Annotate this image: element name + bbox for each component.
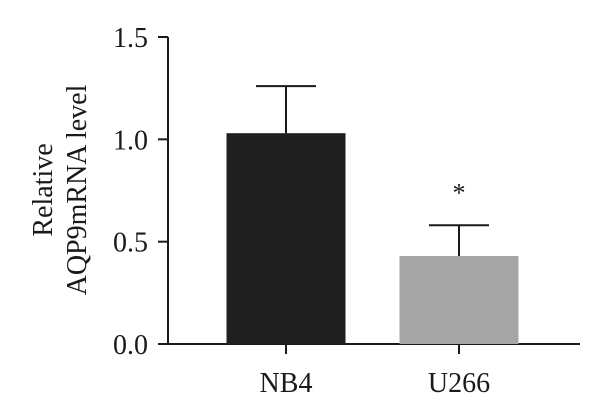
annotations: * xyxy=(453,178,466,207)
bars xyxy=(226,133,519,344)
significance-marker-u266: * xyxy=(453,178,466,207)
error-bars xyxy=(256,85,489,256)
y-tick-label-3: 1.5 xyxy=(113,23,148,54)
y-axis-label: Relative AQP9mRNA level xyxy=(28,84,93,295)
bar-nb4 xyxy=(226,133,346,344)
x-axis: NB4 U266 xyxy=(167,343,580,399)
y-axis-label-line-1: Relative xyxy=(28,143,59,236)
bar-u266 xyxy=(399,255,519,344)
y-tick-label-0: 0.0 xyxy=(113,330,148,361)
y-tick-label-1: 0.5 xyxy=(113,228,148,259)
x-tick-label-nb4: NB4 xyxy=(260,368,313,399)
y-tick-label-2: 1.0 xyxy=(113,125,148,156)
x-tick-label-u266: U266 xyxy=(428,368,490,399)
y-axis-label-line-2: AQP9mRNA level xyxy=(62,84,93,295)
y-axis: 0.0 0.5 1.0 1.5 xyxy=(113,23,169,361)
